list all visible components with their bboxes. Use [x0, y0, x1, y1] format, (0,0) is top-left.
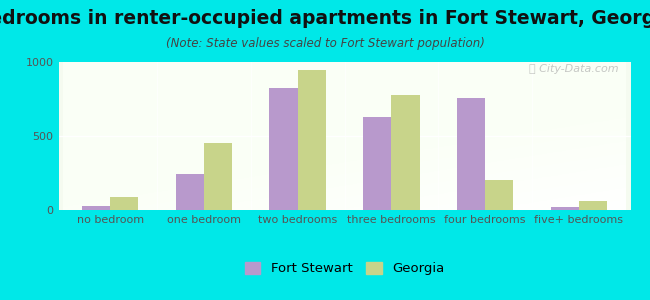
Bar: [457, 98, 485, 210]
Bar: [391, 95, 419, 210]
Bar: [363, 117, 391, 210]
Text: Ⓢ City-Data.com: Ⓢ City-Data.com: [530, 64, 619, 74]
Bar: [204, 143, 232, 210]
Legend: Fort Stewart, Georgia: Fort Stewart, Georgia: [239, 256, 450, 280]
Text: Bedrooms in renter-occupied apartments in Fort Stewart, Georgia: Bedrooms in renter-occupied apartments i…: [0, 9, 650, 28]
Bar: [485, 180, 514, 210]
Text: (Note: State values scaled to Fort Stewart population): (Note: State values scaled to Fort Stewa…: [166, 38, 484, 50]
Bar: [270, 88, 298, 210]
Bar: [176, 174, 204, 210]
Bar: [298, 70, 326, 210]
Bar: [82, 206, 110, 210]
Bar: [551, 207, 579, 210]
Bar: [579, 201, 607, 210]
Bar: [110, 196, 138, 210]
